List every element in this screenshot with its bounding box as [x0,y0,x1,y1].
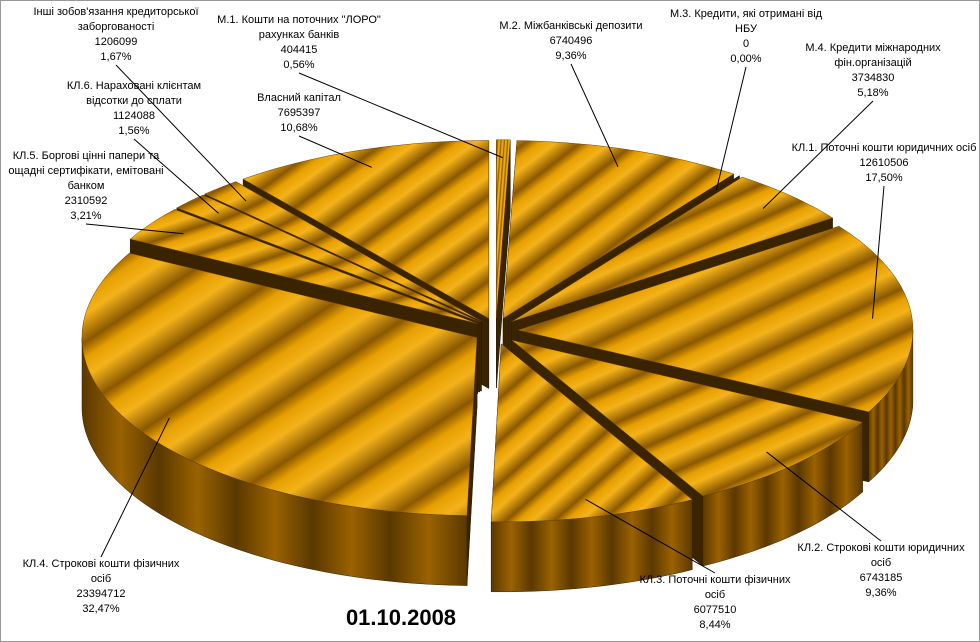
leader-line [872,185,885,319]
leader-line [570,63,619,168]
label-value: 23394712 [76,588,126,600]
slice-top [502,140,735,319]
slice-top [204,181,482,322]
label-value: 7695397 [277,107,321,119]
data-label: КЛ.1. Поточні кошти юридичних осіб 126105… [789,141,979,186]
slice-top [81,252,478,516]
label-percent: 0,00% [730,53,762,65]
slice-top [129,209,478,324]
label-name: КЛ.5. Боргові цінні папери та ощадні сер… [8,150,164,192]
leader-line [762,100,874,209]
slice-top [516,226,914,413]
slice-top [511,339,864,497]
label-percent: 9,36% [865,587,897,599]
leader-line [585,499,716,574]
label-name: Власний капітал [257,92,341,104]
leader-line [298,72,503,159]
label-percent: 5,18% [857,87,889,99]
label-name: Інші зобов'язання кредиторської заборгов… [33,6,199,33]
data-label: КЛ.3. Поточні кошти фізичних осіб 6077510… [630,573,800,633]
data-label: Інші зобов'язання кредиторської заборгов… [21,5,211,65]
slice [496,139,511,388]
label-percent: 17,50% [865,172,903,184]
label-percent: 10,68% [280,122,318,134]
label-name: М.4. Кредити міжнародних фін.організацій [805,42,941,69]
label-value: 404415 [280,44,318,56]
slice-top [490,343,693,523]
label-name: КЛ.1. Поточні кошти юридичних осіб [791,142,977,154]
label-percent: 8,44% [699,619,731,631]
leader-line [100,417,170,558]
label-percent: 0,56% [283,59,315,71]
data-label: М.1. Кошти на поточних "ЛОРО" рахунках б… [199,13,399,73]
label-name: М.1. Кошти на поточних "ЛОРО" рахунках б… [217,14,381,41]
data-label: КЛ.2. Строкові кошти юридичних осіб 67431… [786,541,976,601]
label-value: 1206099 [94,36,138,48]
label-percent: 32,47% [82,603,120,615]
label-value: 12610506 [859,157,909,169]
leader-line [298,135,372,168]
label-percent: 1,67% [100,51,132,63]
data-label: КЛ.4. Строкові кошти фізичних осіб 233947… [16,557,186,617]
label-percent: 3,21% [70,210,102,222]
leader-line [85,223,184,235]
label-value: 6077510 [693,604,737,616]
label-percent: 9,36% [555,50,587,62]
slice [490,343,693,593]
slice-top [176,194,480,323]
slice-top [242,140,490,319]
leader-line [766,451,882,542]
label-value: 2310592 [64,195,108,207]
label-name: М.3. Кредити, які отримані від НБУ [669,8,823,35]
data-label: КЛ.5. Боргові цінні папери та ощадні сер… [6,149,166,224]
data-label: М.3. Кредити, які отримані від НБУ 0 0,00% [666,7,826,67]
data-label: КЛ.6. Нараховані клієнтам відсотки до сп… [54,79,214,139]
label-value: 0 [742,38,750,50]
leader-line [133,138,219,214]
label-value: 6740496 [549,35,593,47]
chart-title: 01.10.2008 [345,605,457,630]
leader-line [115,64,247,202]
label-value: 3734830 [851,72,895,84]
label-name: КЛ.3. Поточні кошти фізичних осіб [639,574,791,601]
label-name: КЛ.2. Строкові кошти юридичних осіб [797,542,965,569]
label-name: КЛ.4. Строкові кошти фізичних осіб [22,558,180,585]
label-name: КЛ.6. Нараховані клієнтам відсотки до сп… [66,80,202,107]
slice-top [511,176,834,322]
label-value: 6743185 [859,572,903,584]
label-percent: 1,56% [118,125,150,137]
label-value: 1124088 [112,110,155,122]
label-name: М.2. Міжбанківські депозити [499,20,643,32]
leader-line [715,66,747,191]
slice-top [496,139,511,318]
data-label: М.2. Міжбанківські депозити 6740496 9,36% [486,19,656,64]
slice [81,252,478,586]
data-label: М.4. Кредити міжнародних фін.організацій… [793,41,953,101]
data-label: Власний капітал 7695397 10,68% [229,91,369,136]
